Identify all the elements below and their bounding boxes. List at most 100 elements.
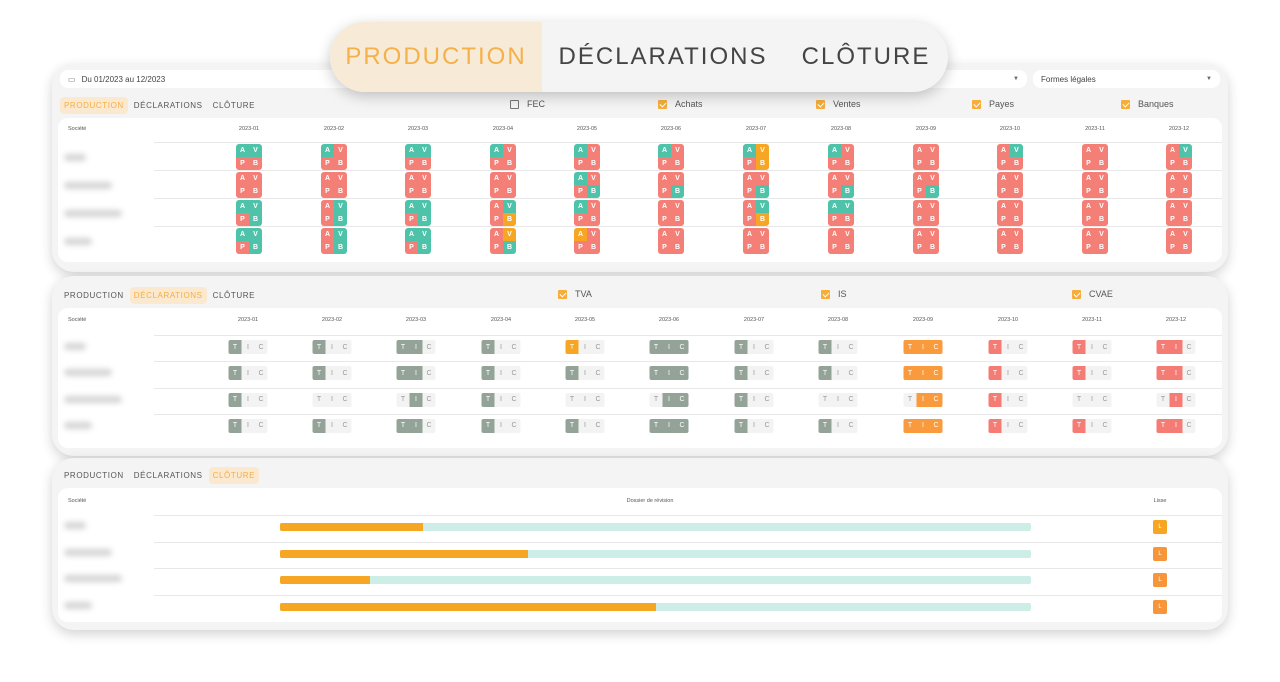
- checkbox-icon[interactable]: [510, 99, 519, 109]
- checkbox-banques[interactable]: Banques: [1121, 99, 1174, 109]
- tab-cloture[interactable]: CLÔTURE: [208, 467, 260, 484]
- lisse-badge[interactable]: L: [1153, 520, 1167, 534]
- checkbox-payes[interactable]: Payes: [972, 99, 1014, 109]
- tab-declarations[interactable]: DÉCLARATIONS: [133, 101, 203, 110]
- checkbox-icon[interactable]: [821, 289, 830, 299]
- tab-production[interactable]: PRODUCTION: [60, 97, 128, 114]
- checkbox-cvae[interactable]: CVAE: [1072, 289, 1113, 299]
- top-tab-production[interactable]: PRODUCTION: [330, 22, 542, 92]
- tab-declarations[interactable]: DÉCLARATIONS: [129, 287, 207, 304]
- checkbox-icon[interactable]: [658, 99, 667, 109]
- checkbox-ventes[interactable]: Ventes: [816, 99, 861, 109]
- checkbox-fec[interactable]: FEC: [510, 99, 545, 109]
- tab-production[interactable]: PRODUCTION: [64, 471, 124, 480]
- tab-cloture[interactable]: CLÔTURE: [212, 101, 256, 110]
- checkbox-icon[interactable]: [972, 99, 981, 109]
- checkbox-is[interactable]: IS: [821, 289, 847, 299]
- top-tab-cloture[interactable]: CLÔTURE: [801, 43, 931, 70]
- tab-production[interactable]: PRODUCTION: [64, 291, 124, 300]
- checkbox-icon[interactable]: [816, 99, 825, 109]
- checkbox-icon[interactable]: [1072, 289, 1081, 299]
- lisse-badge[interactable]: L: [1153, 573, 1167, 587]
- tab-declarations[interactable]: DÉCLARATIONS: [133, 471, 203, 480]
- checkbox-icon[interactable]: [1121, 99, 1130, 109]
- lisse-badge[interactable]: L: [1153, 546, 1167, 561]
- checkbox-achats[interactable]: Achats: [658, 99, 703, 109]
